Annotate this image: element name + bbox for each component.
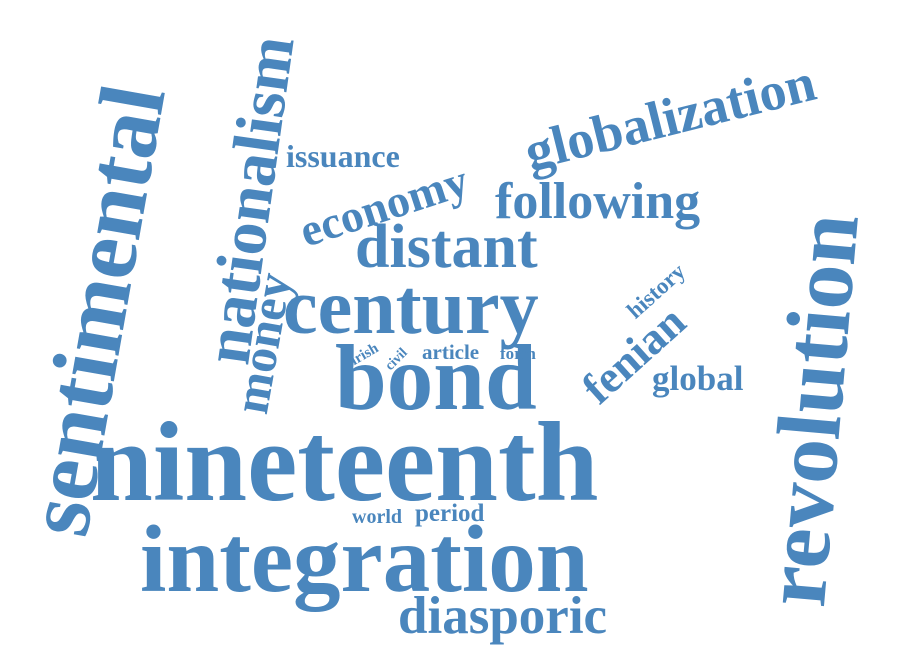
word-distant: distant	[355, 213, 538, 281]
word-article: article	[422, 340, 480, 364]
word-revolution: revolution	[745, 209, 878, 611]
word-nineteenth: nineteenth	[90, 400, 599, 525]
word-world: world	[352, 506, 402, 528]
word-global: global	[652, 359, 744, 398]
word-bond: bond	[335, 327, 537, 430]
word-integration: integration	[140, 506, 589, 612]
word-form: form	[500, 344, 536, 363]
word-issuance: issuance	[286, 138, 400, 174]
word-following: following	[495, 173, 701, 230]
word-globalization: globalization	[518, 51, 822, 183]
word-period: period	[415, 500, 485, 527]
word-century: century	[283, 263, 539, 350]
word-diasporic: diasporic	[398, 587, 608, 645]
